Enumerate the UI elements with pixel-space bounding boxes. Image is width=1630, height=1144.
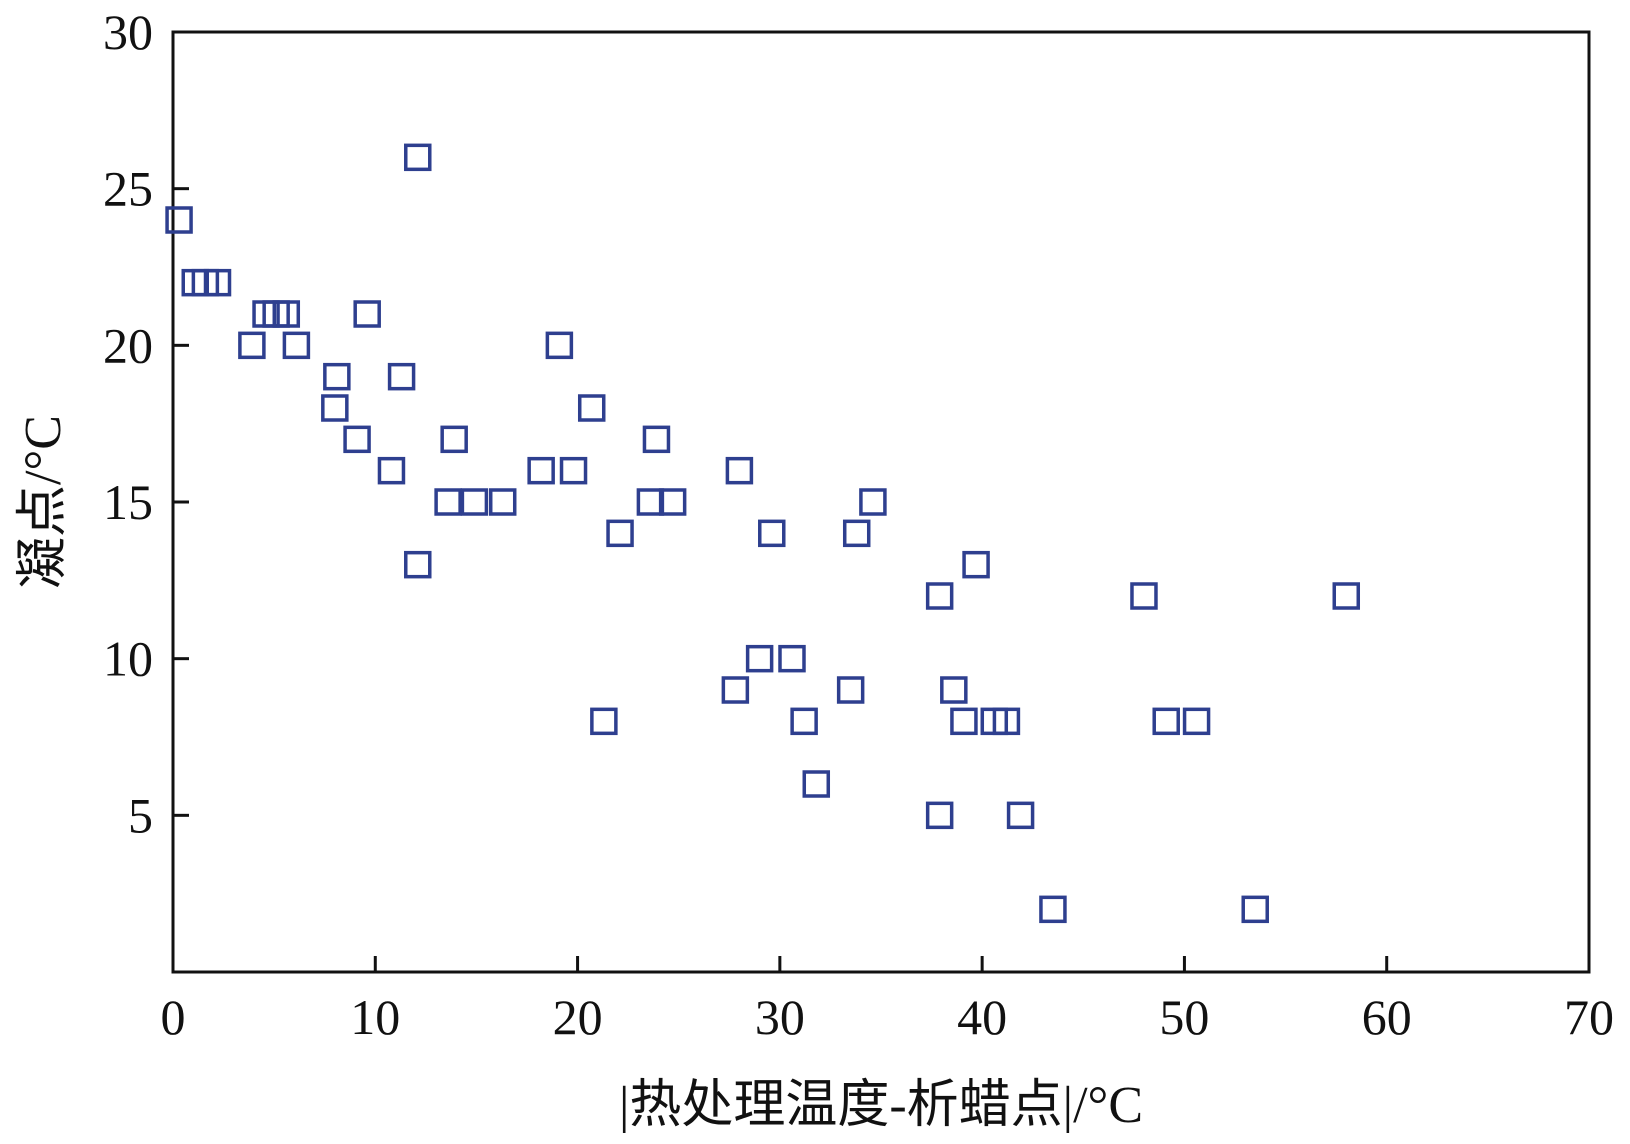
- data-point: [203, 268, 232, 297]
- data-point: [925, 582, 954, 610]
- data-point: [1039, 895, 1067, 924]
- x-tick-label: 20: [553, 989, 603, 1045]
- y-axis-title: 凝点/°C: [15, 415, 72, 589]
- x-tick-label: 10: [350, 989, 400, 1045]
- data-point: [725, 456, 754, 485]
- data-point: [1130, 582, 1158, 610]
- data-point: [488, 488, 517, 516]
- data-point: [434, 488, 462, 516]
- data-point: [1182, 707, 1211, 736]
- data-point: [790, 707, 818, 736]
- data-point: [642, 425, 671, 454]
- y-tick-label: 5: [128, 787, 153, 843]
- x-tick-label: 40: [957, 989, 1007, 1045]
- axis-ticks: [173, 187, 1389, 972]
- data-point: [404, 143, 432, 172]
- x-tick-label: 50: [1159, 989, 1209, 1045]
- x-tick-label: 30: [755, 989, 805, 1045]
- data-point: [758, 519, 786, 548]
- data-point: [181, 268, 210, 297]
- data-point: [962, 550, 990, 579]
- data-point: [1241, 895, 1269, 924]
- data-points: [165, 143, 1361, 924]
- data-point: [387, 362, 416, 391]
- x-tick-label: 0: [161, 989, 186, 1045]
- data-point: [636, 488, 665, 516]
- tick-labels: 0 10 20 30 40 50 60 70 5 10 15 20 25 30: [103, 4, 1614, 1045]
- data-point: [559, 456, 588, 485]
- x-tick-label: 60: [1362, 989, 1412, 1045]
- data-point: [460, 488, 489, 516]
- data-point: [745, 644, 774, 673]
- data-point: [527, 456, 555, 485]
- y-tick-label: 30: [103, 4, 153, 60]
- data-point: [353, 300, 381, 328]
- data-point: [262, 300, 290, 328]
- data-point: [606, 519, 634, 548]
- data-point: [658, 488, 687, 516]
- data-point: [778, 644, 806, 673]
- data-point: [1006, 801, 1035, 830]
- y-tick-label: 15: [103, 474, 153, 530]
- data-point: [545, 331, 574, 360]
- data-point: [343, 425, 371, 454]
- data-point: [950, 707, 978, 736]
- x-tick-label: 70: [1564, 989, 1614, 1045]
- data-point: [165, 206, 193, 234]
- data-point: [842, 519, 871, 548]
- data-point: [282, 331, 311, 360]
- data-point: [859, 488, 887, 516]
- y-tick-label: 10: [103, 631, 153, 687]
- data-point: [992, 707, 1021, 736]
- data-point: [321, 394, 349, 422]
- data-point: [377, 456, 406, 485]
- data-point: [238, 331, 266, 360]
- data-point: [323, 362, 351, 391]
- data-point: [590, 707, 618, 736]
- data-point: [925, 801, 954, 830]
- data-point: [1332, 582, 1361, 610]
- x-axis-title: |热处理温度-析蜡点|/°C: [619, 1077, 1143, 1134]
- y-tick-label: 20: [103, 317, 153, 373]
- y-tick-label: 25: [103, 161, 153, 217]
- data-point: [802, 770, 831, 798]
- data-point: [721, 676, 750, 704]
- data-point: [440, 425, 468, 454]
- plot-frame: [171, 30, 1591, 974]
- data-point: [1152, 707, 1180, 736]
- data-point: [404, 550, 432, 579]
- data-point: [272, 300, 301, 328]
- data-point: [836, 676, 865, 704]
- data-point: [577, 394, 606, 422]
- data-point: [940, 676, 968, 704]
